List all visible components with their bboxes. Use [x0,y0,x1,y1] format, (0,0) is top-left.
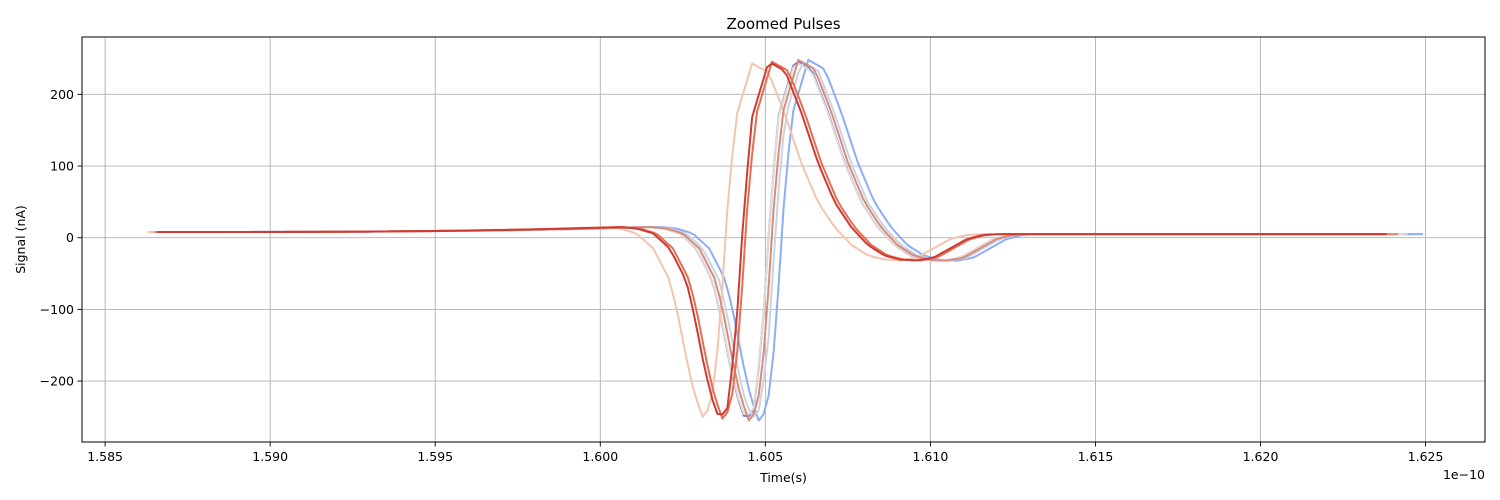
y-axis-label: Signal (nA) [13,205,28,274]
plot-frame [81,36,1486,443]
y-tick-label: −200 [40,374,74,389]
tick-layer: 1.585 1.590 1.595 1.600 1.605 1.610 1.615 1.620… [40,87,1444,464]
x-tick-label: 1.590 [252,449,288,464]
series-layer [147,58,1424,422]
y-tick-label: −100 [40,302,74,317]
x-tick-label: 1.615 [1078,449,1114,464]
x-tick-label: 1.605 [747,449,783,464]
y-tick-label: 200 [50,87,74,102]
x-tick-label: 1.625 [1408,449,1444,464]
x-axis-offset-label: 1e−10 [1443,467,1485,482]
x-tick-label: 1.620 [1243,449,1279,464]
chart-title: Zoomed Pulses [726,15,840,33]
pulse-series-8 [156,62,1387,416]
x-axis-label: Time(s) [759,470,807,485]
grid-layer [82,37,1485,442]
y-tick-label: 100 [50,159,74,174]
x-tick-label: 1.610 [913,449,949,464]
x-tick-label: 1.600 [582,449,618,464]
x-tick-label: 1.595 [417,449,453,464]
x-tick-label: 1.585 [87,449,123,464]
y-tick-label: 0 [66,230,74,245]
